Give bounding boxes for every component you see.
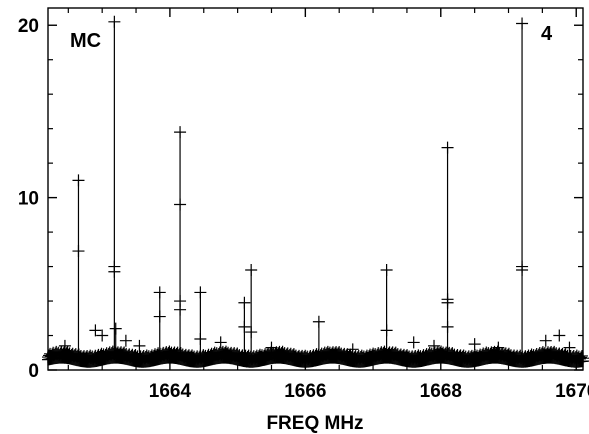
y-tick-label: 20 bbox=[18, 16, 39, 37]
x-tick-label: 1664 bbox=[149, 381, 192, 402]
peak-point bbox=[441, 320, 454, 333]
peak-point bbox=[108, 260, 121, 273]
peak-point bbox=[153, 286, 166, 299]
scatter-point bbox=[89, 324, 102, 337]
peak-point bbox=[72, 174, 85, 187]
peak-point bbox=[174, 126, 187, 139]
scatter-point bbox=[214, 336, 227, 349]
peak-point bbox=[312, 315, 325, 328]
x-tick-label: 1668 bbox=[420, 381, 462, 402]
data-layer bbox=[42, 15, 589, 368]
scatter-point bbox=[539, 334, 552, 347]
scatter-point bbox=[468, 338, 481, 351]
scatter-point bbox=[133, 339, 146, 352]
scatter-point bbox=[265, 341, 278, 354]
baseline-point bbox=[577, 355, 589, 368]
peak-point bbox=[174, 198, 187, 211]
peak-point bbox=[174, 295, 187, 308]
corner-label-left: MC bbox=[70, 30, 101, 52]
scatter-point bbox=[58, 339, 71, 352]
peak-point bbox=[380, 324, 393, 337]
scatter-point bbox=[119, 334, 132, 347]
y-tick-label: 0 bbox=[28, 361, 39, 382]
peak-point bbox=[153, 310, 166, 323]
scatter-point bbox=[96, 329, 109, 342]
scatter-point bbox=[428, 339, 441, 352]
scatter-point bbox=[407, 336, 420, 349]
peak-point bbox=[245, 326, 258, 339]
x-axis-title: FREQ MHz bbox=[266, 413, 363, 434]
peak-point bbox=[238, 296, 251, 309]
peak-point bbox=[194, 286, 207, 299]
peak-point bbox=[441, 141, 454, 154]
peak-point bbox=[108, 15, 121, 28]
x-tick-label: 1666 bbox=[284, 381, 326, 402]
peak-point bbox=[109, 322, 122, 335]
scatter-point bbox=[563, 341, 576, 354]
scatter-point bbox=[492, 341, 505, 354]
scatter-point bbox=[346, 343, 359, 356]
peak-point bbox=[245, 264, 258, 277]
peak-point bbox=[238, 320, 251, 333]
peak-point bbox=[441, 293, 454, 306]
peak-point bbox=[72, 245, 85, 258]
y-tick-label: 10 bbox=[18, 189, 39, 210]
peak-point bbox=[380, 264, 393, 277]
corner-label-right: 4 bbox=[541, 23, 553, 45]
peak-point bbox=[194, 332, 207, 345]
plot-frame bbox=[47, 7, 584, 371]
peak-point bbox=[516, 260, 529, 273]
scatter-point bbox=[553, 329, 566, 342]
peak-point bbox=[516, 17, 529, 30]
